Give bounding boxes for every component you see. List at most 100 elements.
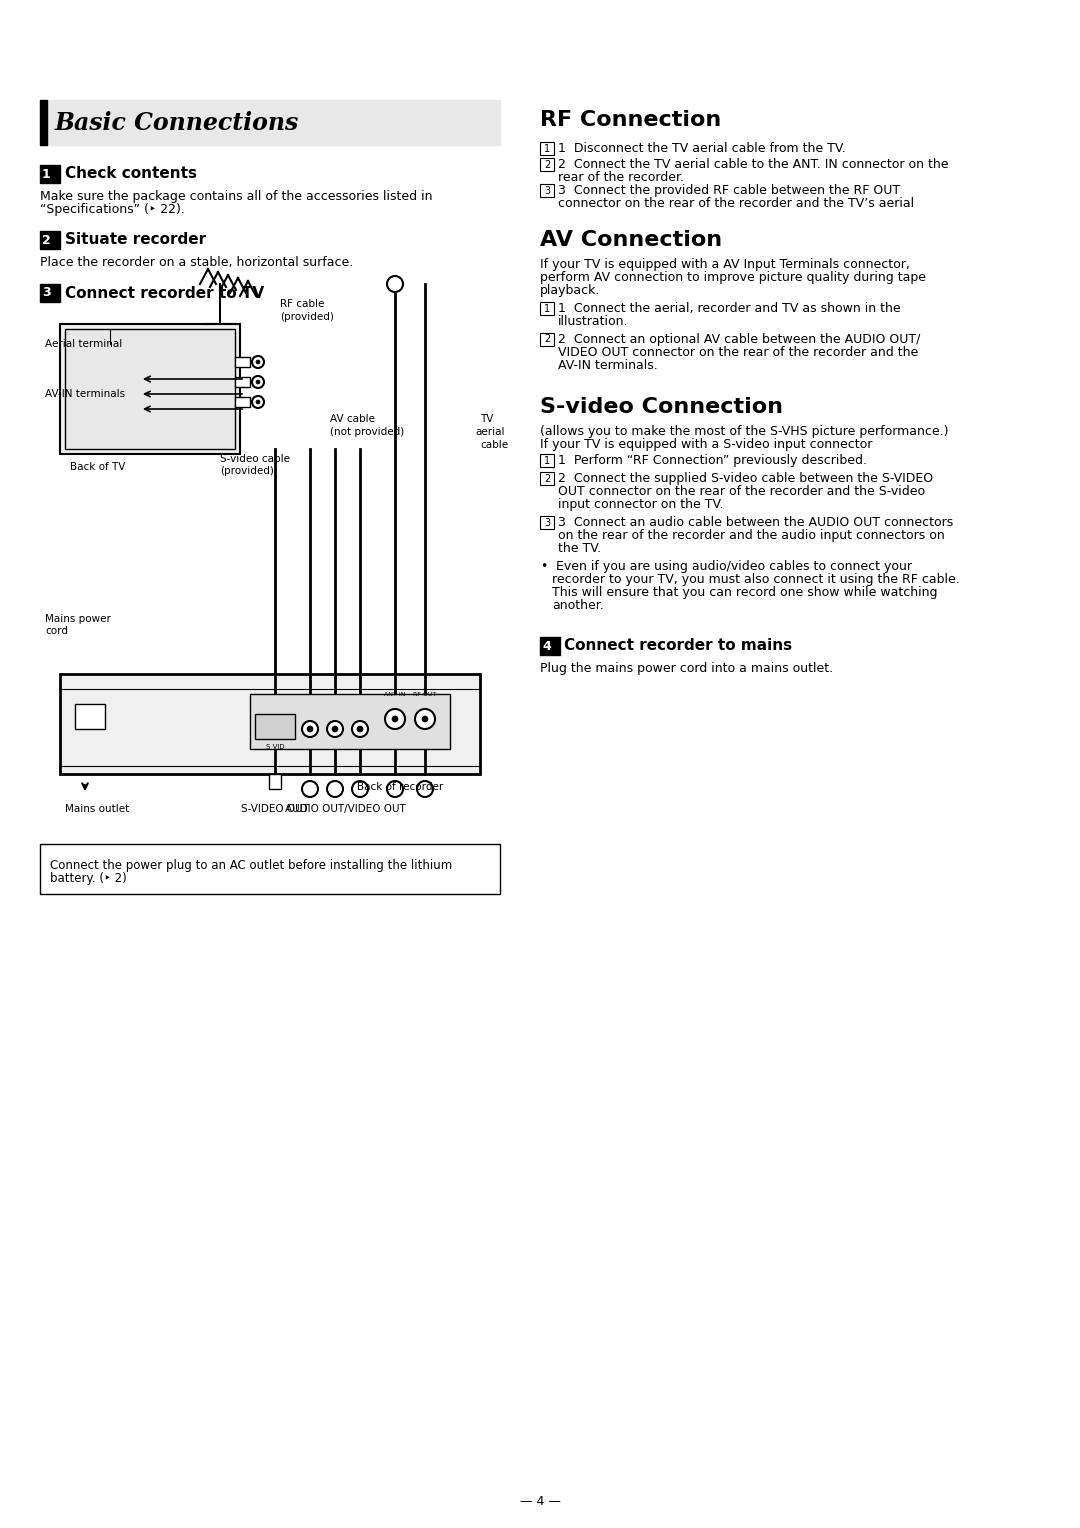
Text: (allows you to make the most of the S-VHS picture performance.): (allows you to make the most of the S-VH… xyxy=(540,425,948,439)
Text: 3  Connect the provided RF cable between the RF OUT: 3 Connect the provided RF cable between … xyxy=(558,183,900,197)
Text: Situate recorder: Situate recorder xyxy=(65,232,206,248)
Bar xyxy=(235,397,249,406)
Text: battery. (‣ 2): battery. (‣ 2) xyxy=(50,872,126,885)
Text: •: • xyxy=(540,559,548,573)
Text: 3  Connect an audio cable between the AUDIO OUT connectors: 3 Connect an audio cable between the AUD… xyxy=(558,516,954,529)
Bar xyxy=(540,454,554,468)
Text: 3: 3 xyxy=(544,185,550,196)
Bar xyxy=(75,704,105,729)
Text: RF cable: RF cable xyxy=(280,299,324,309)
Bar xyxy=(269,775,281,788)
Text: 1  Disconnect the TV aerial cable from the TV.: 1 Disconnect the TV aerial cable from th… xyxy=(558,142,846,154)
Text: Connect the power plug to an AC outlet before installing the lithium: Connect the power plug to an AC outlet b… xyxy=(50,859,453,872)
Text: 3: 3 xyxy=(544,518,550,527)
Text: 1: 1 xyxy=(544,455,550,466)
Circle shape xyxy=(302,781,318,798)
Circle shape xyxy=(327,721,343,736)
Text: Even if you are using audio/video cables to connect your: Even if you are using audio/video cables… xyxy=(552,559,912,573)
Bar xyxy=(540,303,554,315)
Circle shape xyxy=(256,400,260,403)
Text: 2: 2 xyxy=(544,335,550,344)
Text: Check contents: Check contents xyxy=(65,167,197,182)
Bar xyxy=(40,99,48,145)
Text: 2: 2 xyxy=(544,159,550,170)
Text: TV: TV xyxy=(480,414,494,423)
Text: on the rear of the recorder and the audio input connectors on: on the rear of the recorder and the audi… xyxy=(558,529,945,542)
Bar xyxy=(40,284,60,303)
Text: recorder to your TV, you must also connect it using the RF cable.: recorder to your TV, you must also conne… xyxy=(552,573,960,587)
Text: S-video Connection: S-video Connection xyxy=(540,397,783,417)
Bar xyxy=(540,142,554,154)
Circle shape xyxy=(307,726,313,732)
Bar xyxy=(540,333,554,345)
Text: If your TV is equipped with a S-video input connector: If your TV is equipped with a S-video in… xyxy=(540,439,873,451)
Text: Back of recorder: Back of recorder xyxy=(356,782,443,792)
Circle shape xyxy=(327,781,343,798)
Text: AV-IN terminals.: AV-IN terminals. xyxy=(558,359,658,371)
Text: S-video cable: S-video cable xyxy=(220,454,291,465)
Text: Plug the mains power cord into a mains outlet.: Plug the mains power cord into a mains o… xyxy=(540,662,833,675)
Text: input connector on the TV.: input connector on the TV. xyxy=(558,498,724,510)
Text: RF Connection: RF Connection xyxy=(540,110,721,130)
Text: connector on the rear of the recorder and the TV’s aerial: connector on the rear of the recorder an… xyxy=(558,197,914,209)
Text: Connect recorder to mains: Connect recorder to mains xyxy=(564,639,792,654)
Circle shape xyxy=(332,726,338,732)
Circle shape xyxy=(387,781,403,798)
Circle shape xyxy=(352,781,368,798)
Text: — 4 —: — 4 — xyxy=(519,1494,561,1508)
Text: RF OUT: RF OUT xyxy=(414,692,436,697)
Text: This will ensure that you can record one show while watching: This will ensure that you can record one… xyxy=(552,587,937,599)
Circle shape xyxy=(252,356,264,368)
Text: perform AV connection to improve picture quality during tape: perform AV connection to improve picture… xyxy=(540,270,926,284)
Text: 1: 1 xyxy=(42,168,51,180)
Bar xyxy=(40,99,500,145)
Text: (provided): (provided) xyxy=(280,312,334,322)
Circle shape xyxy=(415,709,435,729)
Bar xyxy=(65,329,235,449)
Bar xyxy=(249,694,450,749)
Text: cord: cord xyxy=(45,626,68,636)
Text: (provided): (provided) xyxy=(220,466,274,477)
Circle shape xyxy=(352,721,368,736)
Text: If your TV is equipped with a AV Input Terminals connector,: If your TV is equipped with a AV Input T… xyxy=(540,258,909,270)
Text: Make sure the package contains all of the accessories listed in: Make sure the package contains all of th… xyxy=(40,189,432,203)
Text: AUDIO OUT/VIDEO OUT: AUDIO OUT/VIDEO OUT xyxy=(285,804,405,814)
Bar xyxy=(540,183,554,197)
Text: Place the recorder on a stable, horizontal surface.: Place the recorder on a stable, horizont… xyxy=(40,257,353,269)
Text: AV cable: AV cable xyxy=(330,414,375,423)
Text: 2: 2 xyxy=(544,474,550,483)
Text: Back of TV: Back of TV xyxy=(70,461,125,472)
Bar xyxy=(540,637,561,656)
Text: 2  Connect the TV aerial cable to the ANT. IN connector on the: 2 Connect the TV aerial cable to the ANT… xyxy=(558,157,948,171)
Circle shape xyxy=(252,376,264,388)
Text: “Specifications” (‣ 22).: “Specifications” (‣ 22). xyxy=(40,203,185,215)
Circle shape xyxy=(302,721,318,736)
Text: 2  Connect the supplied S-video cable between the S-VIDEO: 2 Connect the supplied S-video cable bet… xyxy=(558,472,933,484)
Text: 1  Perform “RF Connection” previously described.: 1 Perform “RF Connection” previously des… xyxy=(558,454,867,468)
Text: S-VIDEO OUT: S-VIDEO OUT xyxy=(241,804,309,814)
Text: Connect recorder to TV: Connect recorder to TV xyxy=(65,286,265,301)
Bar xyxy=(40,165,60,183)
Bar xyxy=(255,714,295,740)
Bar xyxy=(540,516,554,529)
Circle shape xyxy=(357,726,363,732)
Circle shape xyxy=(384,709,405,729)
Text: 1: 1 xyxy=(544,144,550,153)
Bar xyxy=(540,157,554,171)
Text: 3: 3 xyxy=(42,287,51,299)
Text: 1: 1 xyxy=(544,304,550,313)
Text: S VID: S VID xyxy=(266,744,284,750)
Text: 2: 2 xyxy=(42,234,51,246)
Text: cable: cable xyxy=(480,440,508,451)
FancyBboxPatch shape xyxy=(60,674,480,775)
Text: illustration.: illustration. xyxy=(558,315,629,329)
Circle shape xyxy=(422,717,428,723)
Text: 2  Connect an optional AV cable between the AUDIO OUT/: 2 Connect an optional AV cable between t… xyxy=(558,333,920,345)
Text: VIDEO OUT connector on the rear of the recorder and the: VIDEO OUT connector on the rear of the r… xyxy=(558,345,918,359)
Text: OUT connector on the rear of the recorder and the S-video: OUT connector on the rear of the recorde… xyxy=(558,484,926,498)
Text: Aerial terminal: Aerial terminal xyxy=(45,339,122,348)
Circle shape xyxy=(392,717,399,723)
Circle shape xyxy=(256,361,260,364)
Text: playback.: playback. xyxy=(540,284,600,296)
Text: 1  Connect the aerial, recorder and TV as shown in the: 1 Connect the aerial, recorder and TV as… xyxy=(558,303,901,315)
